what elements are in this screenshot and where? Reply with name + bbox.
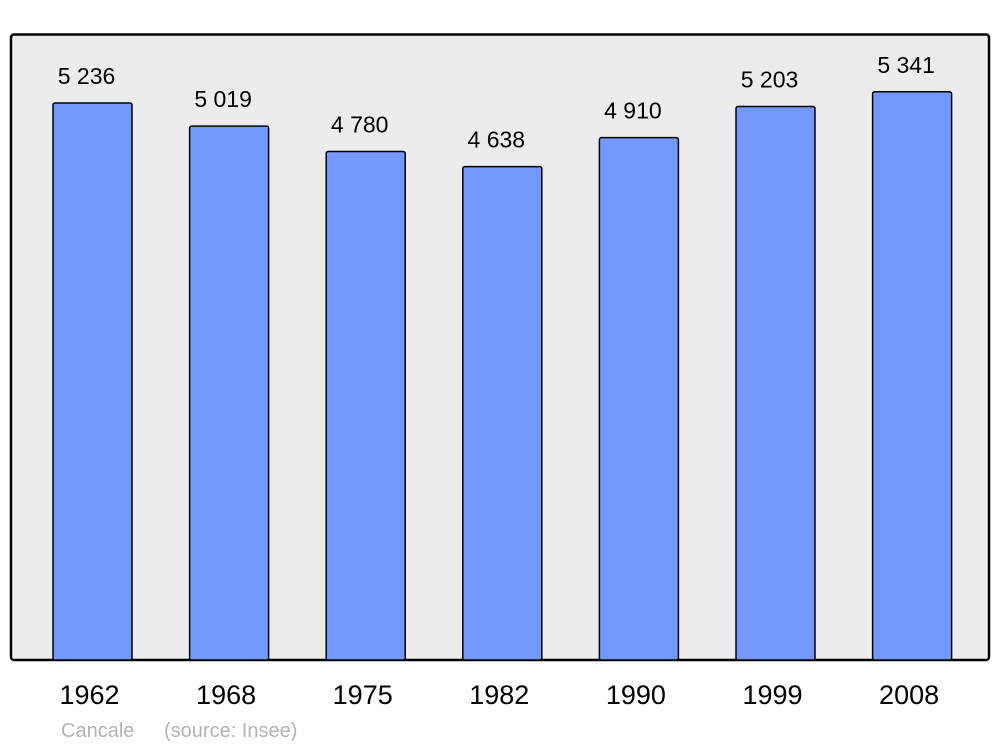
x-tick-label-1982: 1982 xyxy=(469,680,529,710)
x-tick-label-2008: 2008 xyxy=(879,680,939,710)
bar-2008 xyxy=(871,91,953,661)
bar-1962 xyxy=(52,102,133,661)
x-tick-label-1962: 1962 xyxy=(59,680,119,710)
value-label-1962: 5 236 xyxy=(58,63,116,89)
bar-1999 xyxy=(735,105,816,661)
bar-1968 xyxy=(188,125,270,661)
x-tick-label-1999: 1999 xyxy=(742,680,802,710)
value-label-1968: 5 019 xyxy=(194,86,252,112)
value-label-1975: 4 780 xyxy=(331,111,389,137)
x-tick-label-1990: 1990 xyxy=(606,680,666,710)
bar-1990 xyxy=(598,136,680,661)
x-tick-label-1975: 1975 xyxy=(333,680,393,710)
value-label-2008: 5 341 xyxy=(877,52,935,78)
caption-place: Cancale xyxy=(61,720,134,742)
bar-1982 xyxy=(462,165,543,661)
bar-1975 xyxy=(325,150,406,661)
x-tick-label-1968: 1968 xyxy=(196,680,256,710)
caption-source: (source: Insee) xyxy=(164,720,297,742)
value-label-1990: 4 910 xyxy=(604,98,662,124)
value-label-1982: 4 638 xyxy=(468,127,526,153)
value-label-1999: 5 203 xyxy=(741,66,799,92)
